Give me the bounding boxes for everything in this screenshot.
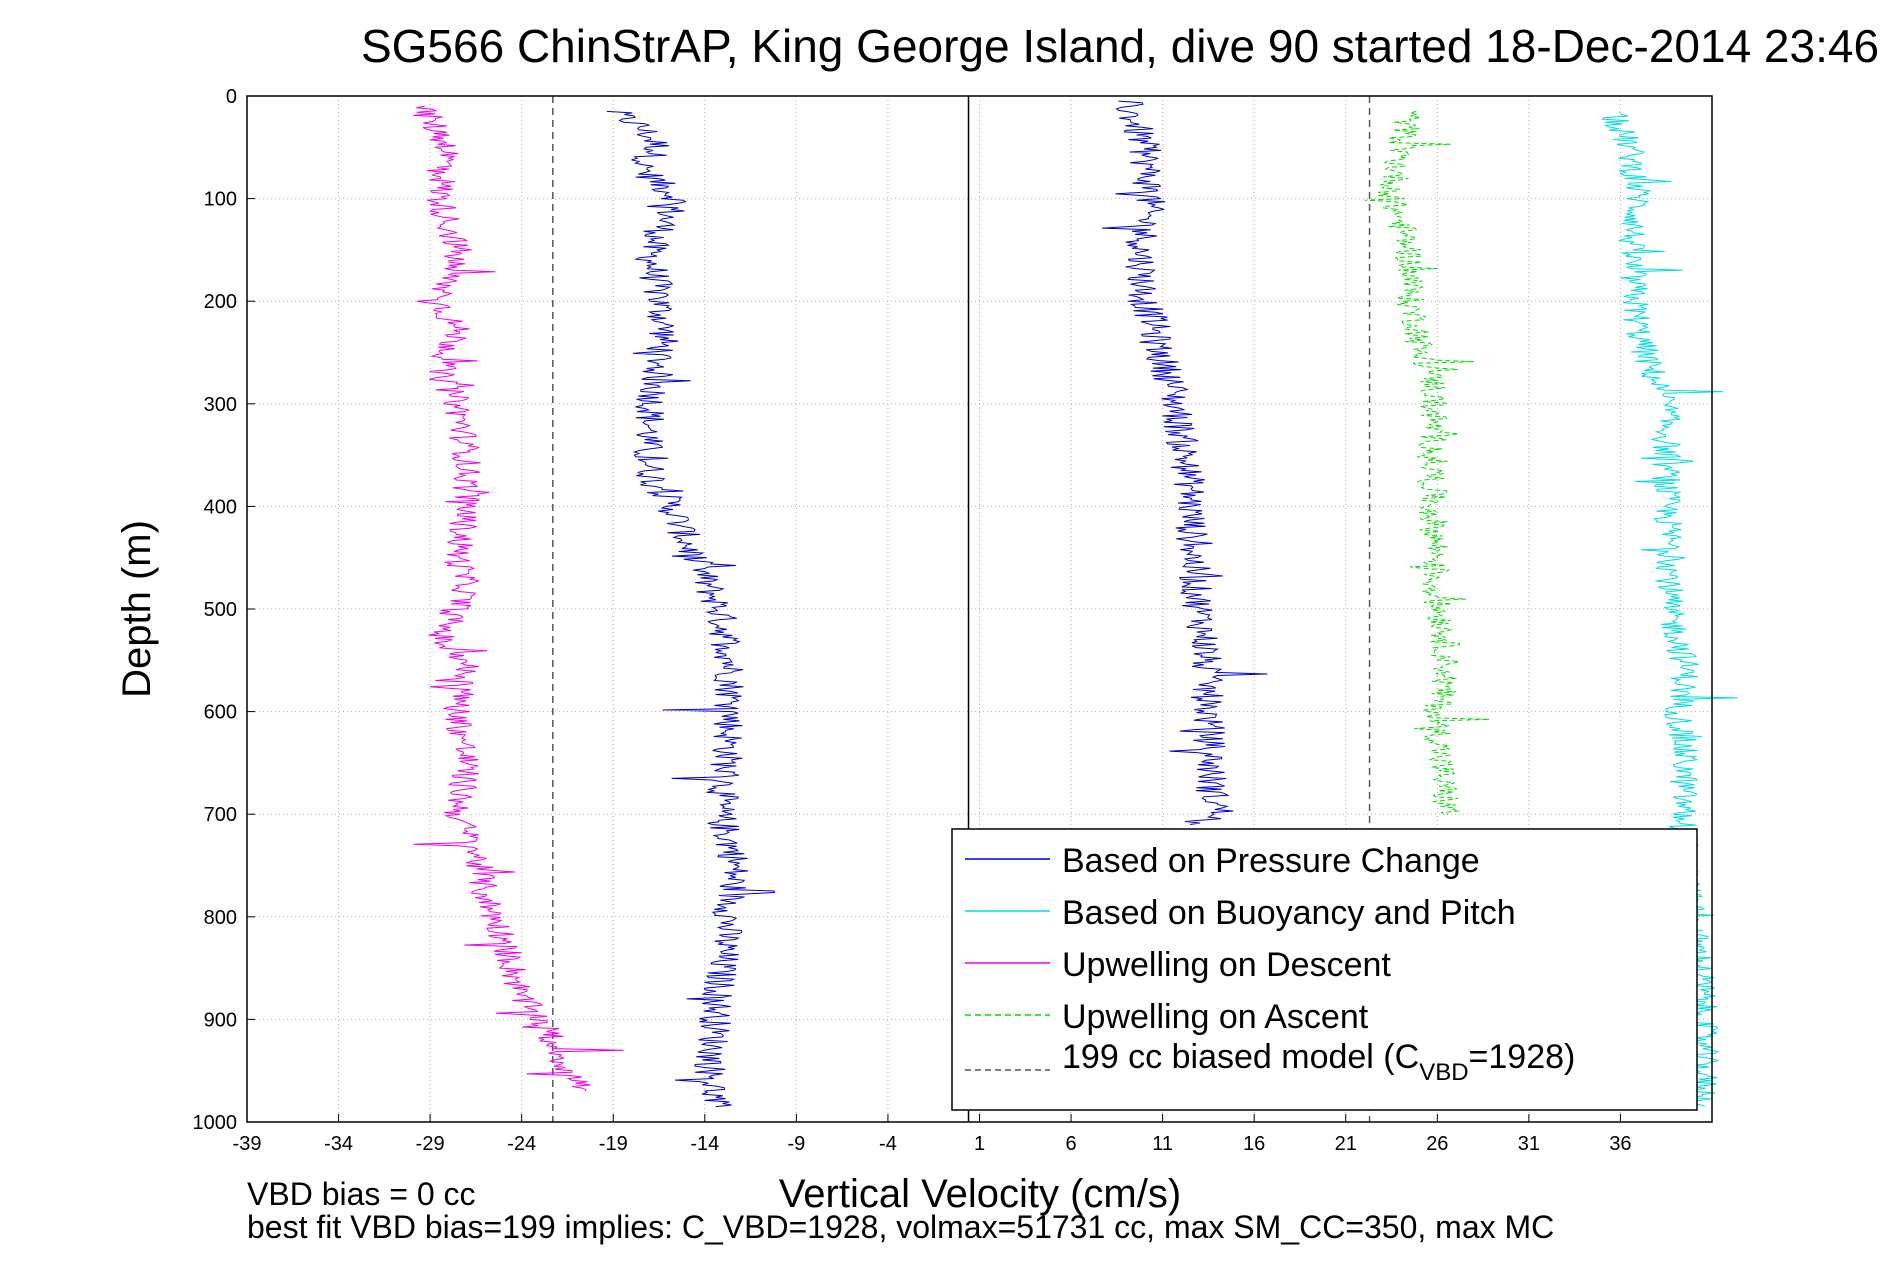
legend-label-model: 199 cc biased model (CVBD=1928) [1062, 1038, 1575, 1086]
chart-title: SG566 ChinStrAP, King George Island, div… [361, 20, 1879, 72]
y-tick-label: 300 [204, 394, 237, 416]
y-tick-label: 100 [204, 189, 237, 211]
x-tick-label: 26 [1426, 1133, 1448, 1155]
legend-label-ascent: Upwelling on Ascent [1062, 998, 1369, 1036]
x-tick-labels: -39 -34 -29 -24 -19 -14 -9 -4 1 6 11 16 21 26 31 36 [233, 1133, 1632, 1155]
legend-label-pressure: Based on Pressure Change [1062, 842, 1480, 880]
x-tick-label: 11 [1152, 1133, 1173, 1155]
x-tick-label: 16 [1243, 1133, 1265, 1155]
x-tick-label: -29 [416, 1133, 445, 1155]
x-tick-label: -24 [507, 1133, 536, 1155]
y-tick-label: 200 [204, 291, 237, 313]
vbd-bias-note: VBD bias = 0 cc [247, 1176, 476, 1212]
legend-label-buoyancy: Based on Buoyancy and Pitch [1062, 894, 1516, 932]
y-tick-labels: 0 100 200 300 400 500 600 700 800 900 1000 [193, 86, 238, 1134]
x-tick-label: -9 [787, 1133, 805, 1155]
x-axis-label: Vertical Velocity (cm/s) [779, 1172, 1181, 1216]
y-tick-label: 400 [204, 496, 237, 518]
x-tick-label: 36 [1609, 1133, 1631, 1155]
y-tick-label: 1000 [193, 1112, 238, 1134]
series-layer [413, 100, 1738, 1108]
series-line-0 [1101, 100, 1268, 825]
best-fit-note: best fit VBD bias=199 implies: C_VBD=192… [247, 1209, 1554, 1245]
x-tick-label: -39 [233, 1133, 262, 1155]
x-tick-label: 6 [1066, 1133, 1077, 1155]
x-tick-label: 21 [1335, 1133, 1357, 1155]
legend-box [951, 828, 1698, 1111]
y-tick-label: 500 [204, 599, 237, 621]
legend-label-descent: Upwelling on Descent [1062, 946, 1391, 984]
y-tick-label: 800 [204, 907, 237, 929]
x-tick-label: 1 [974, 1133, 985, 1155]
y-tick-label: 600 [204, 702, 237, 724]
x-tick-label: -14 [690, 1133, 719, 1155]
legend: Based on Pressure Change Based on Buoyan… [951, 828, 1698, 1111]
x-tick-label: -4 [879, 1133, 897, 1155]
series-line-3 [1364, 110, 1490, 815]
x-tick-label: -19 [599, 1133, 628, 1155]
series-line-0 [606, 110, 776, 1108]
y-tick-label: 0 [226, 86, 237, 108]
x-tick-label: 31 [1518, 1133, 1540, 1155]
y-tick-label: 700 [204, 804, 237, 826]
plot-frame [246, 95, 1713, 1123]
x-tick-label: -34 [324, 1133, 353, 1155]
series-line-2 [413, 105, 624, 1092]
y-tick-label: 900 [204, 1009, 237, 1031]
y-axis-label: Depth (m) [115, 520, 159, 698]
